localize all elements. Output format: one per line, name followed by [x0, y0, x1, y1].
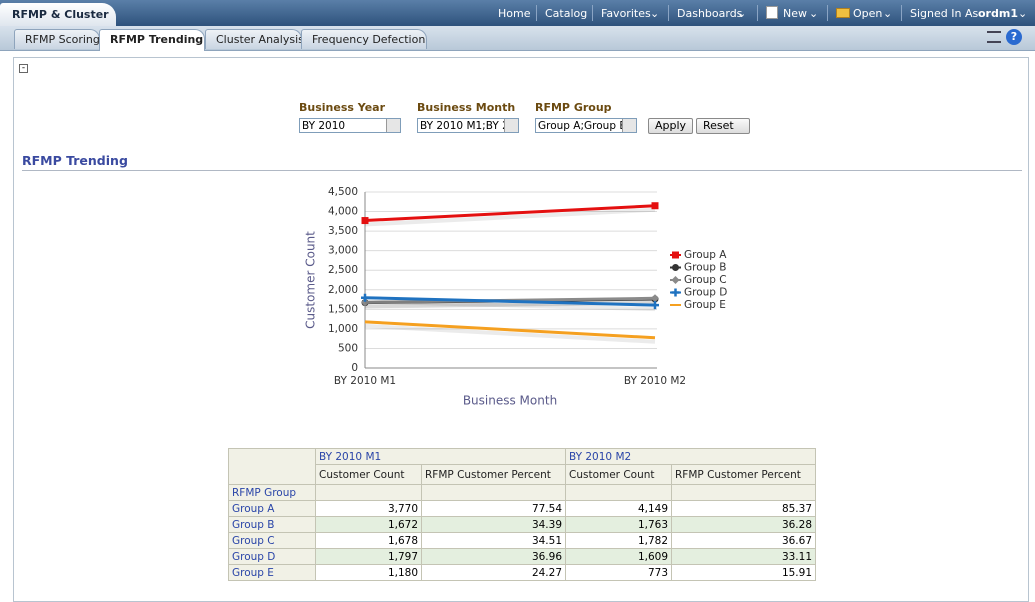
table-row: Group E1,18024.2777315.91 — [229, 565, 816, 581]
table-cell: BY 2010 M1 — [316, 449, 566, 465]
marker — [672, 252, 679, 259]
marker — [672, 276, 680, 284]
table-cell: Group D — [229, 549, 316, 565]
y-tick-label: 4,000 — [328, 206, 358, 218]
chart: Business Month Customer Count 0 500 1,000 1… — [0, 0, 1035, 440]
table-cell: 3,770 — [316, 501, 422, 517]
marker — [672, 289, 680, 297]
marker — [652, 202, 659, 209]
y-tick-label: 1,000 — [328, 323, 358, 335]
legend-label: Group E — [684, 299, 726, 311]
table-cell: Customer Count — [566, 465, 672, 485]
y-tick-label: 4,500 — [328, 186, 358, 198]
table-cell: Customer Count — [316, 465, 422, 485]
table-cell: Group A — [229, 501, 316, 517]
table-cell: 85.37 — [672, 501, 816, 517]
table-cell: 1,797 — [316, 549, 422, 565]
table-cell: 36.67 — [672, 533, 816, 549]
y-tick-label: 1,500 — [328, 303, 358, 315]
table-cell: Group C — [229, 533, 316, 549]
table-cell: 77.54 — [422, 501, 566, 517]
marker — [672, 264, 679, 271]
table-cell — [422, 485, 566, 501]
table-cell: 33.11 — [672, 549, 816, 565]
y-tick-label: 2,500 — [328, 264, 358, 276]
table-cell: 1,763 — [566, 517, 672, 533]
table-cell: 36.28 — [672, 517, 816, 533]
table-cell: 24.27 — [422, 565, 566, 581]
x-tick-label: BY 2010 M2 — [624, 375, 686, 387]
table-row: Group A3,77077.544,14985.37 — [229, 501, 816, 517]
table-cell: RFMP Customer Percent — [422, 465, 566, 485]
table-cell: 34.51 — [422, 533, 566, 549]
table-row: RFMP Group — [229, 485, 816, 501]
table-cell: 15.91 — [672, 565, 816, 581]
marker — [362, 217, 369, 224]
table-cell: 1,609 — [566, 549, 672, 565]
table-row: Group C1,67834.511,78236.67 — [229, 533, 816, 549]
y-tick-label: 2,000 — [328, 284, 358, 296]
table-cell: 1,678 — [316, 533, 422, 549]
table-cell — [672, 485, 816, 501]
x-tick-label: BY 2010 M1 — [334, 375, 396, 387]
table-row: BY 2010 M1BY 2010 M2 — [229, 449, 816, 465]
table-cell: 4,149 — [566, 501, 672, 517]
legend-label: Group D — [684, 287, 727, 299]
table-cell: BY 2010 M2 — [566, 449, 816, 465]
y-axis-title: Customer Count — [304, 231, 318, 329]
y-tick-label: 3,000 — [328, 245, 358, 257]
table-row: Customer CountRFMP Customer PercentCusto… — [229, 465, 816, 485]
table-cell: 1,672 — [316, 517, 422, 533]
table-cell: 773 — [566, 565, 672, 581]
y-tick-label: 0 — [351, 362, 358, 374]
table-cell: RFMP Group — [229, 485, 316, 501]
table-cell: 1,782 — [566, 533, 672, 549]
table-row: Group D1,79736.961,60933.11 — [229, 549, 816, 565]
x-axis-title: Business Month — [463, 394, 557, 408]
series-shadow — [365, 326, 655, 342]
table-cell: 36.96 — [422, 549, 566, 565]
y-tick-label: 500 — [338, 342, 358, 354]
y-tick-label: 3,500 — [328, 225, 358, 237]
table-cell: Group B — [229, 517, 316, 533]
table-cell: 34.39 — [422, 517, 566, 533]
legend-label: Group B — [684, 262, 727, 274]
table-cell: 1,180 — [316, 565, 422, 581]
data-table: BY 2010 M1BY 2010 M2Customer CountRFMP C… — [228, 448, 816, 581]
table-cell — [229, 449, 316, 485]
legend-label: Group C — [684, 274, 727, 286]
table-row: Group B1,67234.391,76336.28 — [229, 517, 816, 533]
table-cell: Group E — [229, 565, 316, 581]
table-cell: RFMP Customer Percent — [672, 465, 816, 485]
table-cell — [316, 485, 422, 501]
table-cell — [566, 485, 672, 501]
legend-label: Group A — [684, 249, 727, 261]
